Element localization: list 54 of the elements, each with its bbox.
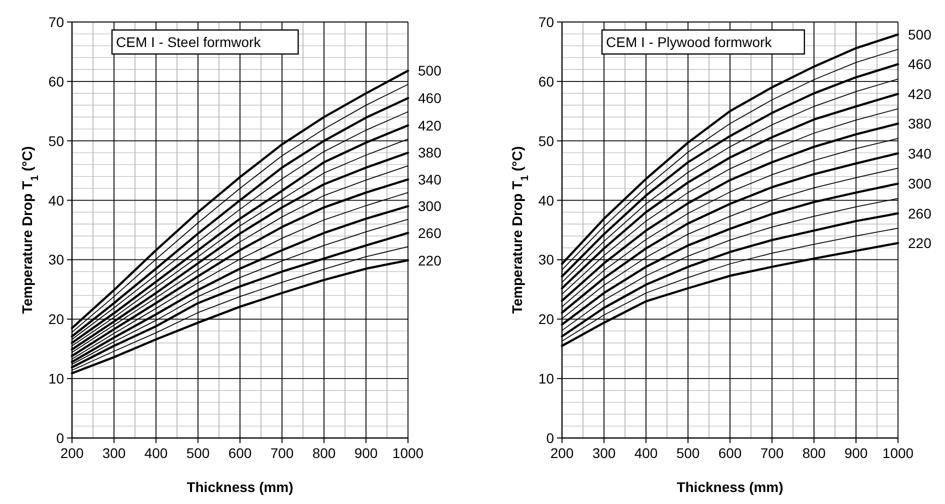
y-tick-label: 60 [538, 73, 554, 90]
series-label: 300 [908, 176, 932, 192]
series-label: 340 [908, 145, 932, 162]
x-tick-label: 500 [186, 445, 210, 461]
series-label: 220 [418, 252, 442, 268]
y-tick-label: 10 [538, 370, 554, 387]
series-label: 260 [908, 205, 932, 222]
y-tick-label: 20 [538, 311, 554, 328]
y-tick-label: 40 [538, 192, 554, 208]
series-label: 500 [908, 26, 932, 42]
x-tick-label: 600 [718, 445, 742, 461]
x-tick-label: 800 [312, 445, 336, 461]
y-tick-label: 70 [538, 14, 554, 30]
y-tick-label: 0 [56, 430, 64, 446]
y-tick-label: 20 [48, 311, 64, 328]
y-tick-label: 50 [48, 132, 64, 149]
series-label: 380 [908, 116, 932, 132]
series-label: 420 [418, 117, 442, 134]
x-tick-label: 300 [592, 445, 616, 461]
x-tick-label: 600 [228, 445, 252, 461]
annotation: CEM I - Plywood formwork [606, 34, 773, 50]
x-tick-label: 1000 [392, 445, 424, 461]
y-tick-label: 60 [48, 73, 64, 90]
series-label: 220 [908, 235, 932, 252]
x-tick-label: 200 [550, 445, 574, 461]
x-tick-label: 900 [844, 445, 868, 461]
x-axis-title: Thickness (mm) [676, 479, 784, 495]
x-tick-label: 400 [634, 445, 658, 461]
y-tick-label: 0 [546, 430, 554, 446]
series-label: 500 [418, 62, 442, 79]
series-label: 380 [418, 144, 442, 161]
x-tick-label: 1000 [882, 445, 914, 461]
y-tick-label: 40 [48, 192, 64, 208]
series-label: 460 [908, 56, 932, 72]
y-tick-label: 50 [538, 132, 554, 149]
y-tick-label: 10 [48, 370, 64, 387]
series-label: 340 [418, 171, 442, 188]
x-tick-label: 900 [354, 445, 378, 461]
series-label: 260 [418, 224, 442, 241]
x-tick-label: 400 [144, 445, 168, 461]
x-tick-label: 300 [102, 445, 126, 461]
x-tick-label: 700 [270, 445, 294, 461]
y-tick-label: 70 [48, 14, 64, 30]
x-tick-label: 500 [676, 445, 700, 461]
x-tick-label: 700 [760, 445, 784, 461]
series-label: 460 [418, 90, 442, 106]
y-tick-label: 30 [48, 252, 64, 268]
series-label: 300 [418, 198, 442, 214]
series-label: 420 [908, 86, 932, 102]
y-tick-label: 30 [538, 252, 554, 268]
x-axis-title: Thickness (mm) [186, 479, 294, 495]
x-tick-label: 200 [60, 445, 84, 461]
x-tick-label: 800 [802, 445, 826, 461]
annotation: CEM I - Steel formwork [116, 34, 262, 50]
